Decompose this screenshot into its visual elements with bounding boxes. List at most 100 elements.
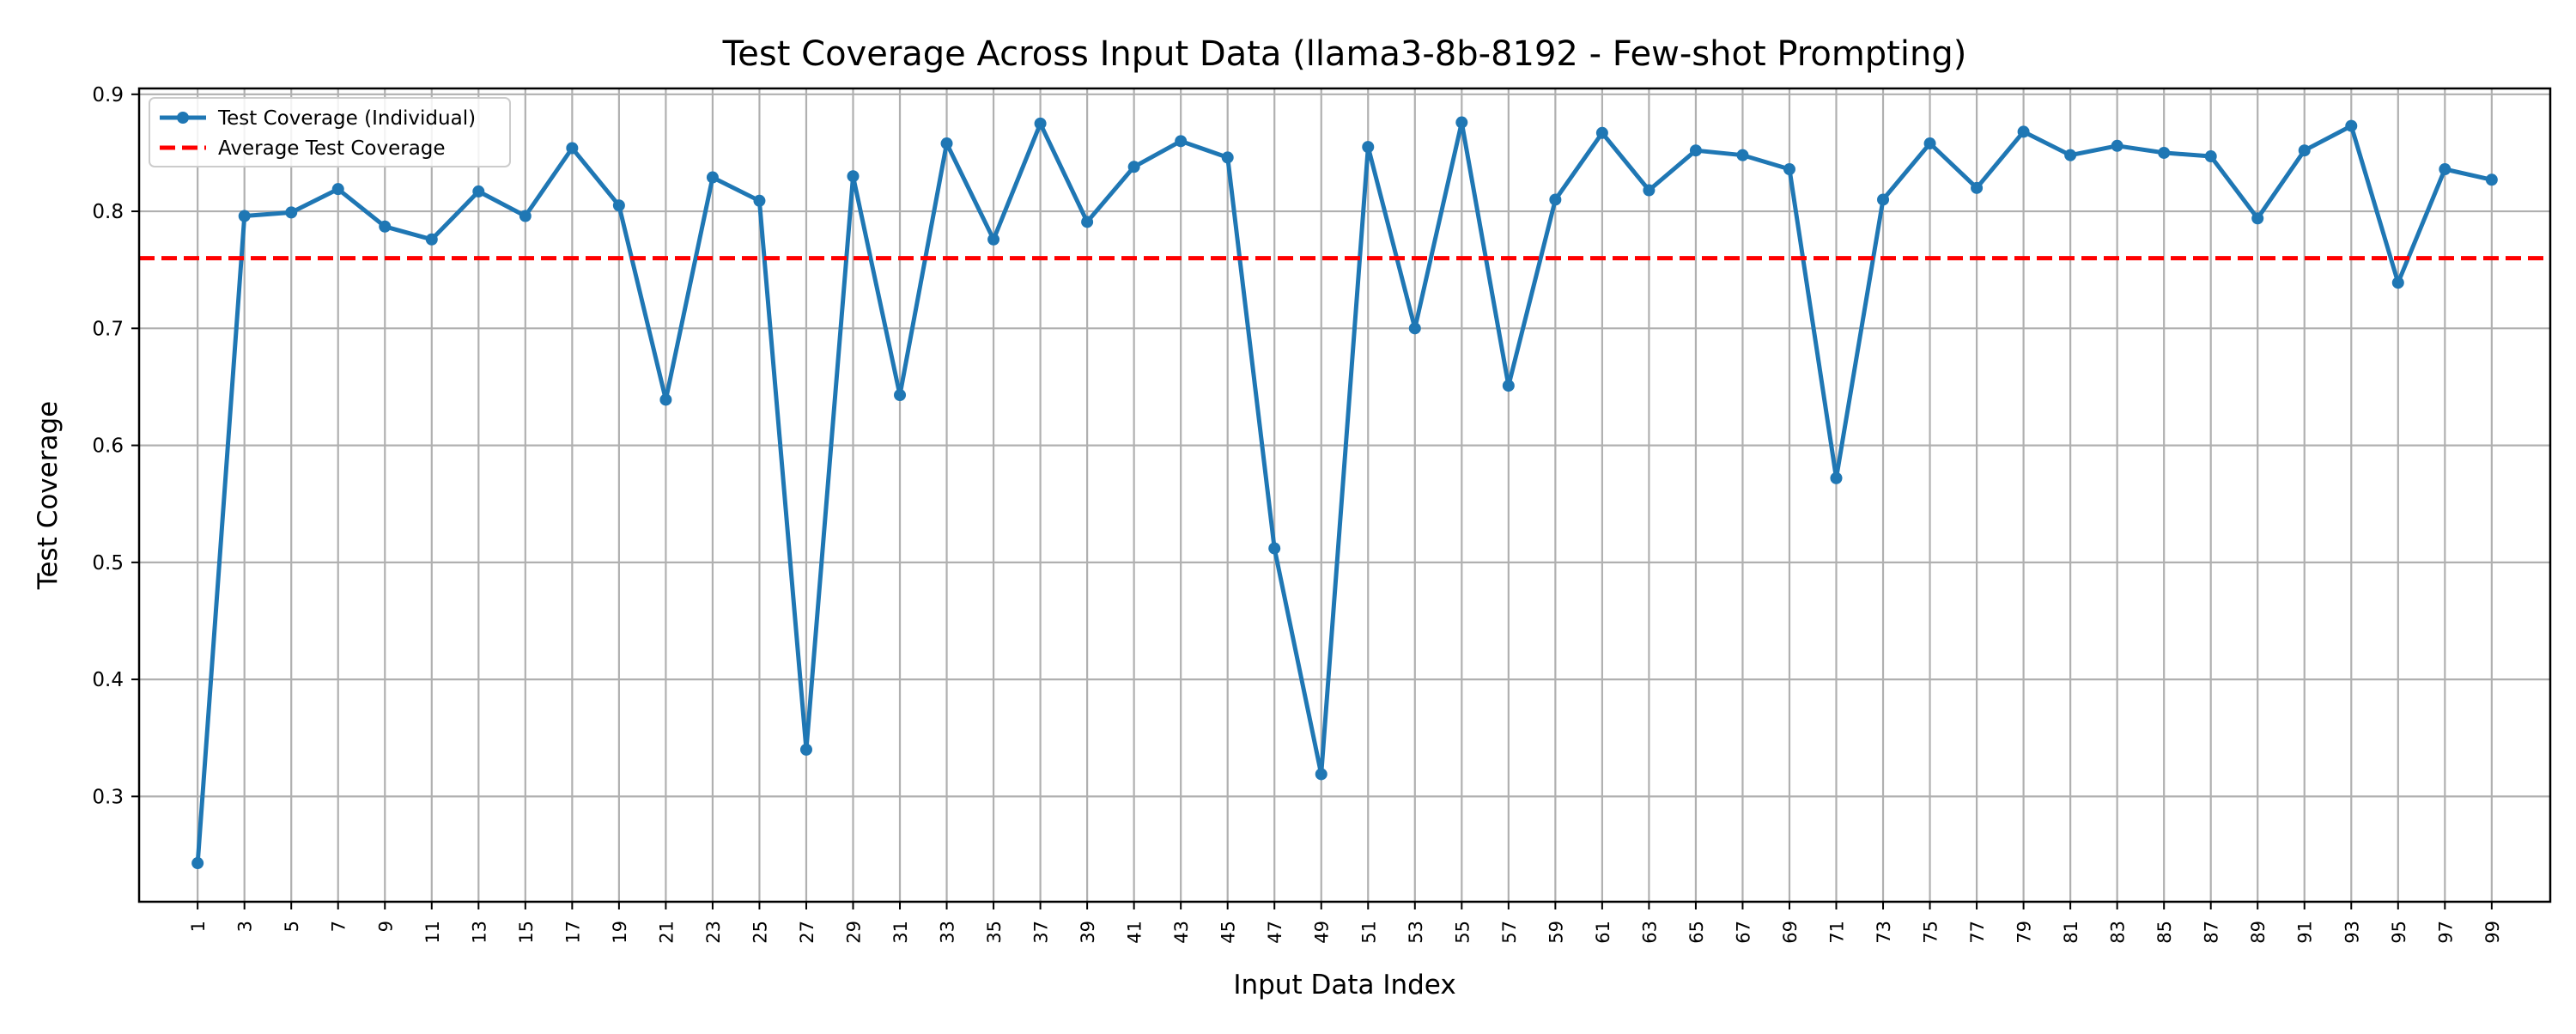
data-layer [139,116,2550,870]
x-tick-label: 3 [235,921,256,932]
x-tick-label: 11 [422,921,443,944]
x-tick-label: 9 [375,921,396,932]
x-tick-label: 45 [1218,921,1239,944]
x-tick-label: 49 [1312,921,1333,944]
x-tick-label: 31 [890,921,911,944]
x-tick-label: 13 [469,921,489,944]
data-point [1081,216,1094,228]
data-point [1595,126,1608,139]
data-point [1736,149,1749,161]
data-point [987,233,1000,246]
tick-layer: 1 3 5 7 9 11 13 15 17 19 21 23 25 27 29 31 33 35 37 39 41 43 4… [92,84,2502,944]
data-point [1408,322,1421,335]
data-point [285,206,298,219]
data-point [847,170,860,183]
x-tick-label: 7 [329,921,349,932]
x-tick-label: 95 [2389,921,2409,944]
x-tick-label: 65 [1686,921,1707,944]
x-tick-label: 29 [843,921,864,944]
x-axis-label: Input Data Index [1233,970,1455,1001]
chart-title: Test Coverage Across Input Data (llama3-… [722,34,1967,74]
x-tick-label: 73 [1874,921,1894,944]
data-point [2485,173,2498,186]
data-point [566,142,579,155]
x-tick-label: 97 [2435,921,2456,944]
data-point [2064,149,2077,161]
y-tick-label: 0.5 [92,552,124,575]
data-point [1923,137,1936,150]
data-point [331,183,344,196]
data-point [2111,139,2123,152]
data-point [519,210,532,222]
data-point [2017,125,2030,138]
y-tick-label: 0.3 [92,786,124,808]
grid-layer [139,88,2550,902]
legend-marker-individual [177,112,189,124]
data-point [472,185,485,198]
data-point [1221,151,1234,164]
x-tick-label: 61 [1593,921,1613,944]
data-point [799,743,812,756]
x-tick-label: 57 [1499,921,1520,944]
x-tick-label: 91 [2295,921,2316,944]
y-tick-label: 0.4 [92,669,124,691]
data-point [753,194,766,207]
x-tick-label: 35 [984,921,1005,944]
data-point [1502,380,1515,392]
data-point [425,233,438,246]
x-tick-label: 37 [1031,921,1052,944]
x-tick-label: 25 [750,921,770,944]
data-point [2158,146,2171,159]
x-tick-label: 27 [797,921,817,944]
data-point [1549,193,1562,206]
x-tick-label: 17 [562,921,583,944]
data-point [1034,117,1047,130]
data-point [1830,471,1843,484]
data-point [1175,135,1188,148]
x-tick-label: 43 [1171,921,1192,944]
x-tick-label: 23 [703,921,724,944]
data-point [1689,144,1702,157]
legend-label-individual: Test Coverage (Individual) [217,107,476,130]
legend-box [149,97,511,167]
data-point [1268,542,1281,555]
data-point [894,388,907,401]
data-point [191,857,204,870]
legend: Test Coverage (Individual) Average Test … [149,97,511,167]
y-tick-label: 0.7 [92,318,124,340]
x-tick-label: 19 [610,921,630,944]
data-point [940,137,953,150]
x-tick-label: 87 [2202,921,2222,944]
series-line-individual [195,120,2493,864]
x-tick-label: 79 [2014,921,2035,944]
data-point [1127,161,1140,173]
x-tick-label: 55 [1452,921,1473,944]
x-tick-label: 89 [2248,921,2269,944]
x-tick-label: 59 [1546,921,1566,944]
data-point [238,210,251,222]
x-tick-label: 15 [516,921,537,944]
y-tick-label: 0.9 [92,84,124,106]
data-point [1455,116,1468,129]
x-tick-label: 51 [1358,921,1379,944]
data-point [379,220,392,233]
data-point [1315,768,1327,781]
data-point [2345,119,2358,132]
x-tick-label: 83 [2108,921,2129,944]
y-tick-label: 0.8 [92,201,124,223]
data-point [1643,184,1656,197]
x-tick-label: 5 [282,921,302,932]
x-tick-label: 41 [1125,921,1145,944]
data-point [2251,212,2264,225]
x-tick-label: 93 [2342,921,2362,944]
x-tick-label: 85 [2154,921,2175,944]
legend-label-average: Average Test Coverage [218,137,446,160]
data-point [1971,181,1984,194]
x-tick-label: 71 [1827,921,1848,944]
x-tick-label: 81 [2061,921,2081,944]
x-tick-label: 21 [656,921,677,944]
x-tick-label: 53 [1406,921,1426,944]
